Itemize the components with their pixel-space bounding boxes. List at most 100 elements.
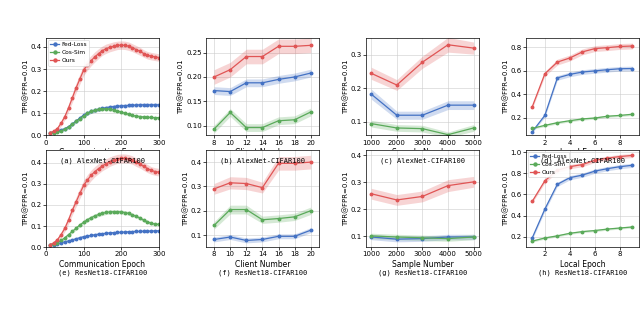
Line: Cos-Sim: Cos-Sim <box>213 208 312 227</box>
Fed-Loss <box>129 103 136 107</box>
X-axis label: Sample Number: Sample Number <box>392 260 453 269</box>
Fed-Loss <box>102 231 110 235</box>
Ours <box>136 49 144 53</box>
Line: Ours: Ours <box>213 44 312 78</box>
Ours <box>147 169 155 172</box>
Cos-Sim <box>616 226 624 230</box>
Cos-Sim <box>132 114 140 118</box>
Cos-Sim <box>72 226 80 230</box>
Fed-Loss <box>628 163 636 167</box>
X-axis label: Sample Number: Sample Number <box>392 148 453 157</box>
Ours <box>84 178 92 182</box>
Ours <box>591 47 599 50</box>
Ours <box>155 55 163 59</box>
Ours <box>155 170 163 174</box>
Fed-Loss <box>541 113 548 117</box>
Line: Cos-Sim: Cos-Sim <box>370 235 475 240</box>
Fed-Loss <box>275 77 282 81</box>
Cos-Sim <box>147 115 155 119</box>
Fed-Loss <box>84 234 92 238</box>
Cos-Sim <box>50 131 58 135</box>
Ours <box>76 77 84 81</box>
Fed-Loss <box>470 103 477 107</box>
Ours <box>470 180 477 184</box>
Cos-Sim <box>211 127 218 131</box>
Cos-Sim <box>121 111 129 115</box>
Fed-Loss <box>72 119 80 123</box>
Fed-Loss <box>87 110 95 113</box>
Cos-Sim <box>554 121 561 125</box>
Ours <box>393 83 401 87</box>
Line: Fed-Loss: Fed-Loss <box>49 104 160 134</box>
Fed-Loss <box>72 237 80 241</box>
Cos-Sim <box>102 107 110 111</box>
Cos-Sim <box>307 110 314 114</box>
Ours <box>291 161 298 165</box>
Fed-Loss <box>84 111 92 115</box>
Fed-Loss <box>132 230 140 233</box>
Cos-Sim <box>76 223 84 227</box>
Y-axis label: TPR@FPR=0.01: TPR@FPR=0.01 <box>503 59 509 114</box>
Fed-Loss <box>151 103 159 107</box>
Ours <box>72 200 80 204</box>
Cos-Sim <box>604 114 611 118</box>
Ours <box>307 43 314 47</box>
Ours <box>227 68 234 72</box>
Ours <box>211 75 218 79</box>
Cos-Sim <box>541 124 548 127</box>
Fed-Loss <box>275 234 282 238</box>
Line: Fed-Loss: Fed-Loss <box>213 72 312 93</box>
X-axis label: Local Epoch: Local Epoch <box>559 148 605 157</box>
Fed-Loss <box>211 237 218 241</box>
Fed-Loss <box>470 235 477 239</box>
Ours <box>579 50 586 54</box>
Cos-Sim <box>243 126 250 129</box>
X-axis label: Local Epoch: Local Epoch <box>559 260 605 269</box>
Ours <box>151 55 159 59</box>
Ours <box>102 162 110 165</box>
Cos-Sim <box>151 116 159 120</box>
Fed-Loss <box>132 103 140 107</box>
Cos-Sim <box>121 211 129 215</box>
Fed-Loss <box>61 127 68 131</box>
Ours <box>106 45 114 49</box>
Fed-Loss <box>591 169 599 173</box>
Fed-Loss <box>57 241 65 245</box>
Ours <box>554 168 561 172</box>
Cos-Sim <box>155 223 163 226</box>
Ours <box>275 161 282 165</box>
Fed-Loss <box>136 230 144 233</box>
Ours <box>259 55 266 58</box>
Ours <box>291 44 298 48</box>
Ours <box>61 115 68 119</box>
Line: Fed-Loss: Fed-Loss <box>370 236 475 240</box>
Fed-Loss <box>99 232 106 236</box>
Cos-Sim <box>579 230 586 234</box>
Cos-Sim <box>554 234 561 238</box>
Ours <box>91 170 99 173</box>
Cos-Sim <box>68 230 76 233</box>
Fed-Loss <box>46 243 54 247</box>
Line: Ours: Ours <box>370 181 475 201</box>
Cos-Sim <box>113 210 121 214</box>
Cos-Sim <box>444 237 452 241</box>
Fed-Loss <box>628 67 636 70</box>
Cos-Sim <box>604 227 611 231</box>
Cos-Sim <box>87 110 95 113</box>
X-axis label: Client Number: Client Number <box>235 260 290 269</box>
Fed-Loss <box>125 104 132 107</box>
Ours <box>591 158 599 162</box>
Fed-Loss <box>419 113 426 117</box>
Fed-Loss <box>566 73 573 76</box>
Ours <box>91 55 99 59</box>
Cos-Sim <box>275 217 282 220</box>
Fed-Loss <box>259 237 266 241</box>
Ours <box>367 192 375 196</box>
Cos-Sim <box>84 111 92 115</box>
Cos-Sim <box>54 130 61 134</box>
Cos-Sim <box>136 115 144 119</box>
Fed-Loss <box>117 104 125 108</box>
Text: (c) AlexNet-CIFAR100: (c) AlexNet-CIFAR100 <box>380 158 465 164</box>
Fed-Loss <box>604 68 611 72</box>
Line: Cos-Sim: Cos-Sim <box>370 122 475 136</box>
